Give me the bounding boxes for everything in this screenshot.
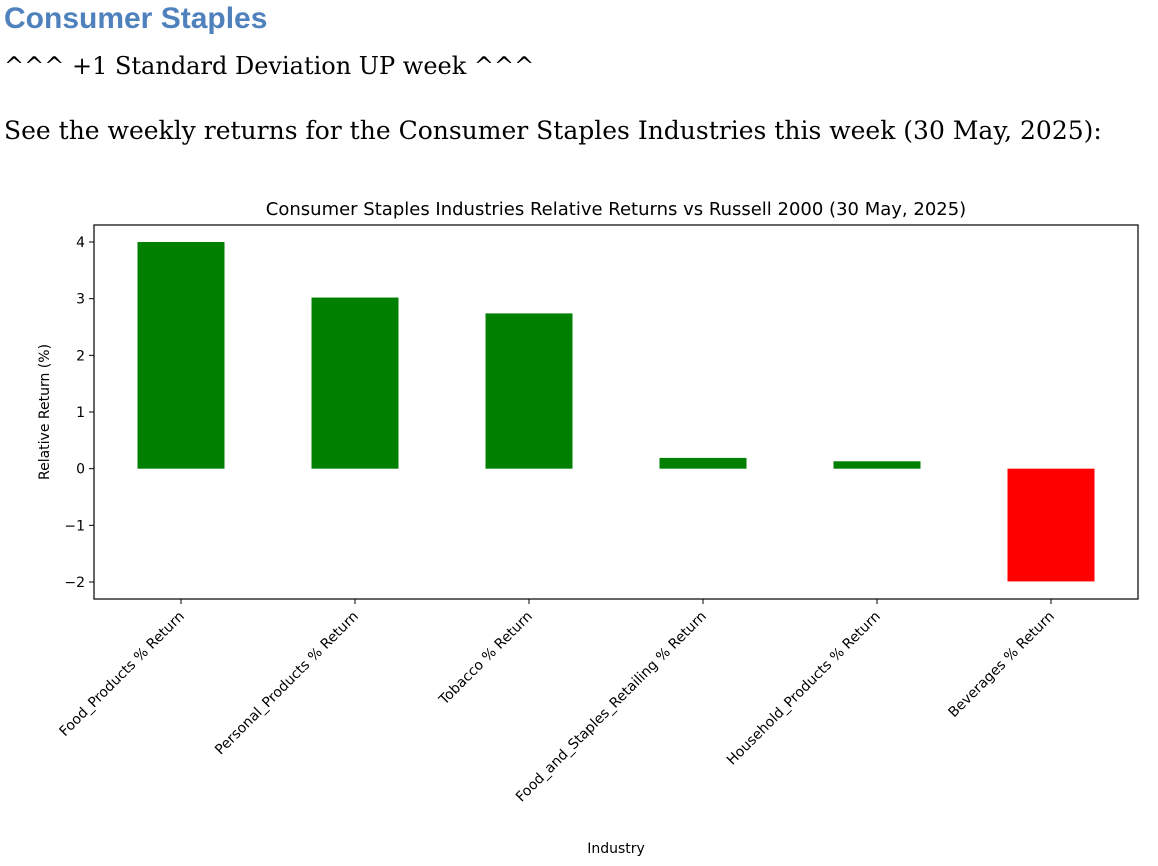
x-tick-label: Beverages % Return [945, 609, 1057, 721]
bars-group [137, 242, 1095, 582]
y-axis-label: Relative Return (%) [37, 344, 53, 480]
y-tick-label: 2 [76, 348, 85, 364]
bar-3 [485, 313, 573, 469]
x-tick-label: Personal_Products % Return [212, 609, 362, 759]
y-tick-label: 4 [76, 235, 85, 251]
bar-1 [137, 242, 225, 469]
intro-text: See the weekly returns for the Consumer … [4, 116, 1102, 145]
x-tick-label: Household_Products % Return [724, 609, 884, 769]
y-axis: −2 −1 0 1 2 3 4 [64, 235, 94, 591]
plot-frame [93, 224, 1139, 600]
bar-4 [659, 457, 747, 469]
subheading: ^^^ +1 Standard Deviation UP week ^^^ [4, 52, 535, 80]
y-tick-label: −1 [64, 518, 85, 534]
y-tick-label: 3 [76, 292, 85, 308]
x-tick-label: Food_and_Staples_Retailing % Return [513, 609, 710, 806]
x-axis-label: Industry [587, 841, 645, 857]
x-tick-label: Tobacco % Return [436, 609, 536, 709]
x-tick-label: Food_Products % Return [57, 609, 188, 740]
x-axis: Food_Products % Return Personal_Products … [57, 599, 1058, 805]
bar-6 [1007, 468, 1095, 582]
page-heading: Consumer Staples [4, 2, 268, 35]
bar-2 [311, 297, 399, 469]
y-tick-label: 1 [76, 405, 85, 421]
chart-title: Consumer Staples Industries Relative Ret… [266, 199, 966, 220]
bar-5 [833, 461, 921, 469]
y-tick-label: 0 [76, 462, 85, 478]
y-tick-label: −2 [64, 575, 85, 591]
